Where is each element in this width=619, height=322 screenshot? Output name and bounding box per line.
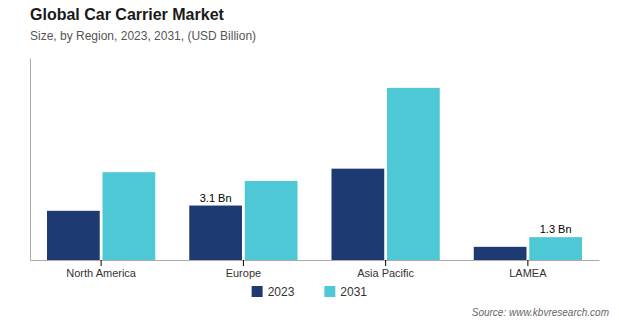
legend-label: 2023	[268, 285, 295, 299]
annotation: 3.1 Bn	[200, 192, 232, 204]
x-tick-mark	[385, 260, 386, 266]
bar	[189, 206, 242, 260]
plot: North America Europe Asia Pacific LAMEA 3.1 …	[31, 59, 600, 279]
x-tick: LAMEA	[509, 260, 547, 279]
x-axis: North America Europe Asia Pacific LAMEA	[31, 260, 600, 279]
legend-item: 2023	[252, 285, 295, 299]
bar	[474, 247, 527, 260]
bar	[387, 88, 440, 260]
annotations: 3.1 Bn 1.3 Bn	[200, 192, 572, 236]
bar	[47, 211, 100, 260]
x-tick: Europe	[226, 260, 261, 279]
bar	[103, 172, 156, 260]
bar	[332, 169, 385, 260]
x-axis-line	[31, 260, 600, 261]
x-tick-mark	[101, 260, 102, 266]
bar	[529, 237, 582, 260]
x-tick-label: Asia Pacific	[357, 267, 414, 279]
x-tick: North America	[66, 260, 137, 279]
legend-item: 2031	[324, 285, 367, 299]
subtitle: Size, by Region, 2023, 2031, (USD Billio…	[30, 29, 256, 43]
legend-swatch	[252, 286, 263, 297]
bar-series	[103, 88, 582, 260]
y-axis-line	[30, 59, 31, 261]
bar-series	[47, 169, 526, 260]
x-tick-label: LAMEA	[509, 267, 547, 279]
title: Global Car Carrier Market	[30, 6, 225, 23]
x-tick-mark	[527, 260, 528, 266]
bar	[245, 181, 298, 260]
x-tick-label: Europe	[226, 267, 261, 279]
bars	[47, 88, 582, 260]
legend: 2023 2031	[252, 285, 368, 299]
source: Source: www.kbvresearch.com	[472, 307, 609, 318]
x-tick: Asia Pacific	[357, 260, 414, 279]
legend-swatch	[324, 286, 335, 297]
legend-label: 2031	[340, 285, 367, 299]
x-tick-mark	[243, 260, 244, 266]
chart: Global Car Carrier Market Size, by Region…	[0, 0, 619, 322]
y-axis	[30, 59, 31, 261]
x-tick-label: North America	[66, 267, 137, 279]
annotation: 1.3 Bn	[540, 223, 572, 235]
